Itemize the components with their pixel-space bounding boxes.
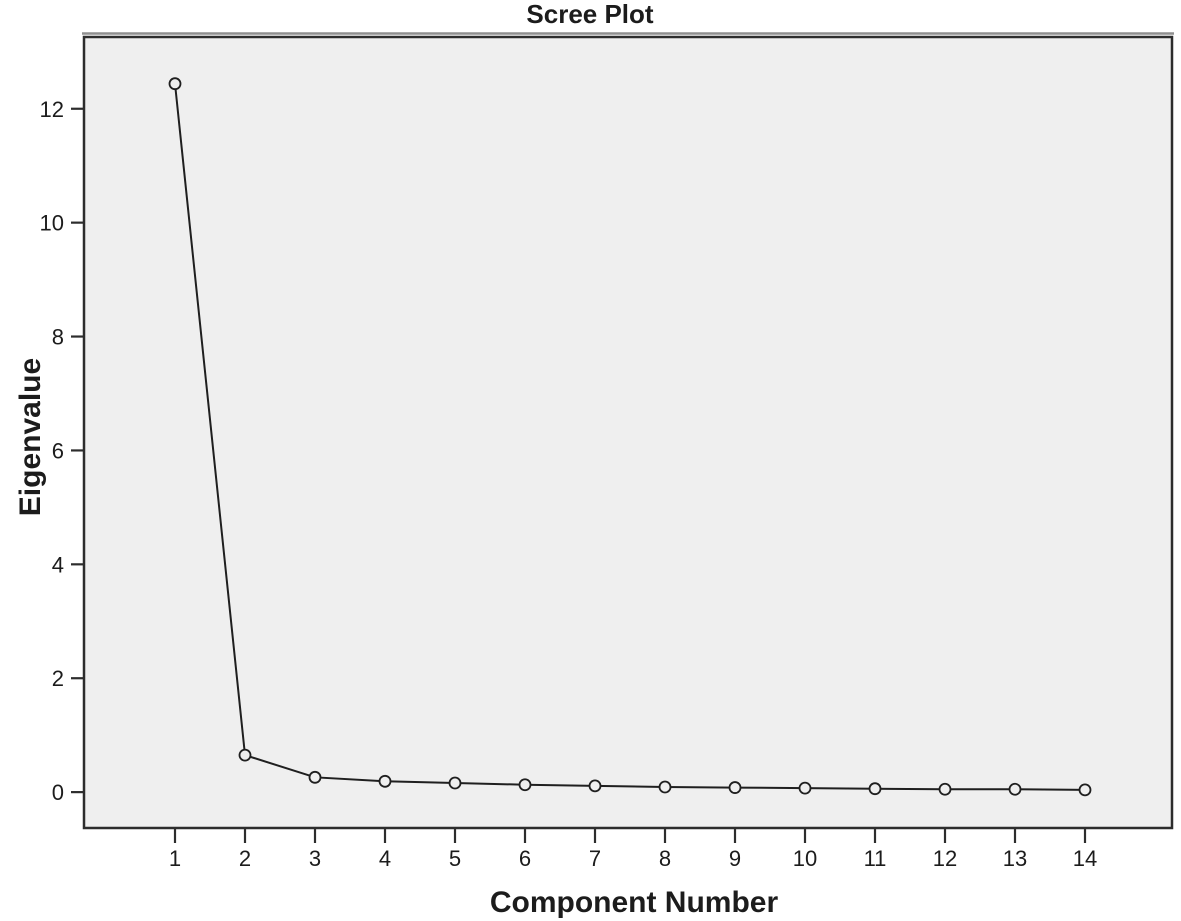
data-point: [1078, 783, 1092, 797]
data-point: [658, 780, 672, 794]
x-tick-label: 5: [449, 846, 461, 871]
y-tick-label: 12: [40, 97, 64, 122]
data-point: [588, 779, 602, 793]
data-point: [168, 77, 182, 91]
data-point: [728, 781, 742, 794]
x-tick-label: 8: [659, 846, 671, 871]
y-tick-label: 8: [52, 325, 64, 350]
y-tick-label: 6: [52, 438, 64, 463]
data-point: [868, 782, 882, 796]
data-point: [238, 748, 252, 762]
plot-area: [84, 37, 1172, 828]
y-tick-label: 10: [40, 211, 64, 236]
y-tick-label: 2: [52, 666, 64, 691]
x-tick-label: 9: [729, 846, 741, 871]
x-tick-label: 6: [519, 846, 531, 871]
x-tick-label: 7: [589, 846, 601, 871]
x-tick-label: 3: [309, 846, 321, 871]
x-tick-label: 10: [793, 846, 817, 871]
plot-frame: [82, 35, 1174, 830]
x-tick-label: 14: [1073, 846, 1097, 871]
x-tick-label: 13: [1003, 846, 1027, 871]
x-tick-label: 1: [169, 846, 181, 871]
data-point: [378, 774, 392, 788]
data-point: [308, 770, 322, 784]
x-tick-label: 12: [933, 846, 957, 871]
x-tick-label: 11: [864, 846, 887, 871]
data-point: [798, 781, 812, 795]
data-point: [518, 778, 532, 792]
y-tick-label: 4: [52, 552, 64, 577]
y-axis-title: Eigenvalue: [14, 358, 47, 516]
x-tick-label: 4: [379, 846, 391, 871]
x-axis-title: Component Number: [490, 886, 779, 919]
y-tick-label: 0: [52, 780, 64, 805]
chart-title: Scree Plot: [526, 0, 654, 29]
x-tick-label: 2: [239, 846, 251, 871]
data-point: [938, 782, 952, 796]
data-point: [1008, 782, 1022, 796]
data-line: [174, 83, 1086, 791]
data-point: [448, 776, 462, 790]
